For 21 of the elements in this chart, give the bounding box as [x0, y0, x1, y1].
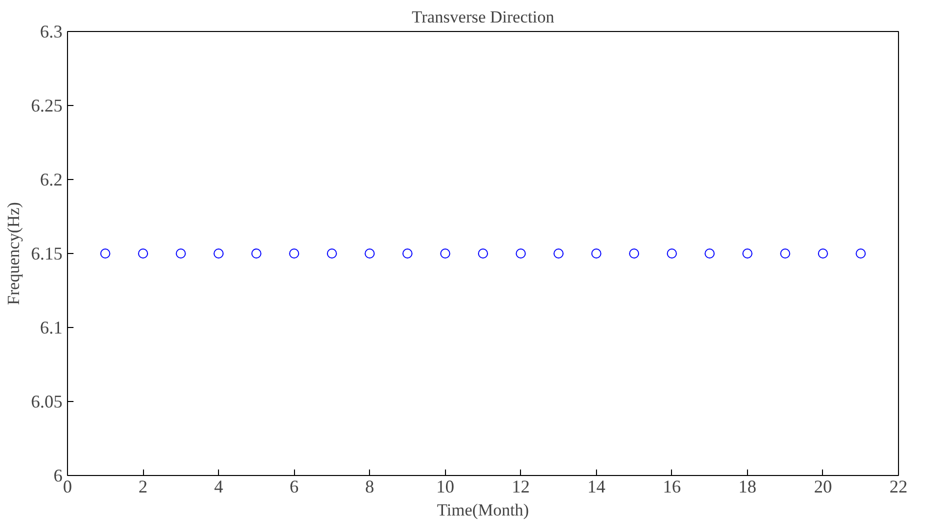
- chart-title: Transverse Direction: [412, 8, 555, 26]
- y-tick-label: 6.3: [40, 22, 62, 42]
- y-tick-label: 6.2: [40, 170, 62, 190]
- x-axis-title: Time(Month): [437, 500, 529, 520]
- x-tick-label: 4: [214, 476, 224, 496]
- y-tick-label: 6.25: [31, 96, 62, 116]
- x-tick-label: 20: [814, 476, 832, 496]
- y-tick-label: 6.1: [40, 318, 62, 338]
- x-tick-label: 18: [738, 476, 756, 496]
- x-tick-label: 22: [890, 476, 908, 496]
- x-tick-label: 6: [290, 476, 299, 496]
- y-tick-label: 6.15: [31, 244, 62, 264]
- x-tick-label: 8: [365, 476, 374, 496]
- y-tick-label: 6.05: [31, 392, 62, 412]
- x-tick-label: 16: [662, 476, 681, 496]
- x-tick-label: 10: [436, 476, 454, 496]
- x-tick-label: 0: [63, 476, 72, 496]
- x-tick-label: 12: [512, 476, 530, 496]
- x-tick-label: 14: [587, 476, 606, 496]
- x-tick-label: 2: [138, 476, 148, 496]
- y-axis-title: Frequency(Hz): [4, 202, 23, 305]
